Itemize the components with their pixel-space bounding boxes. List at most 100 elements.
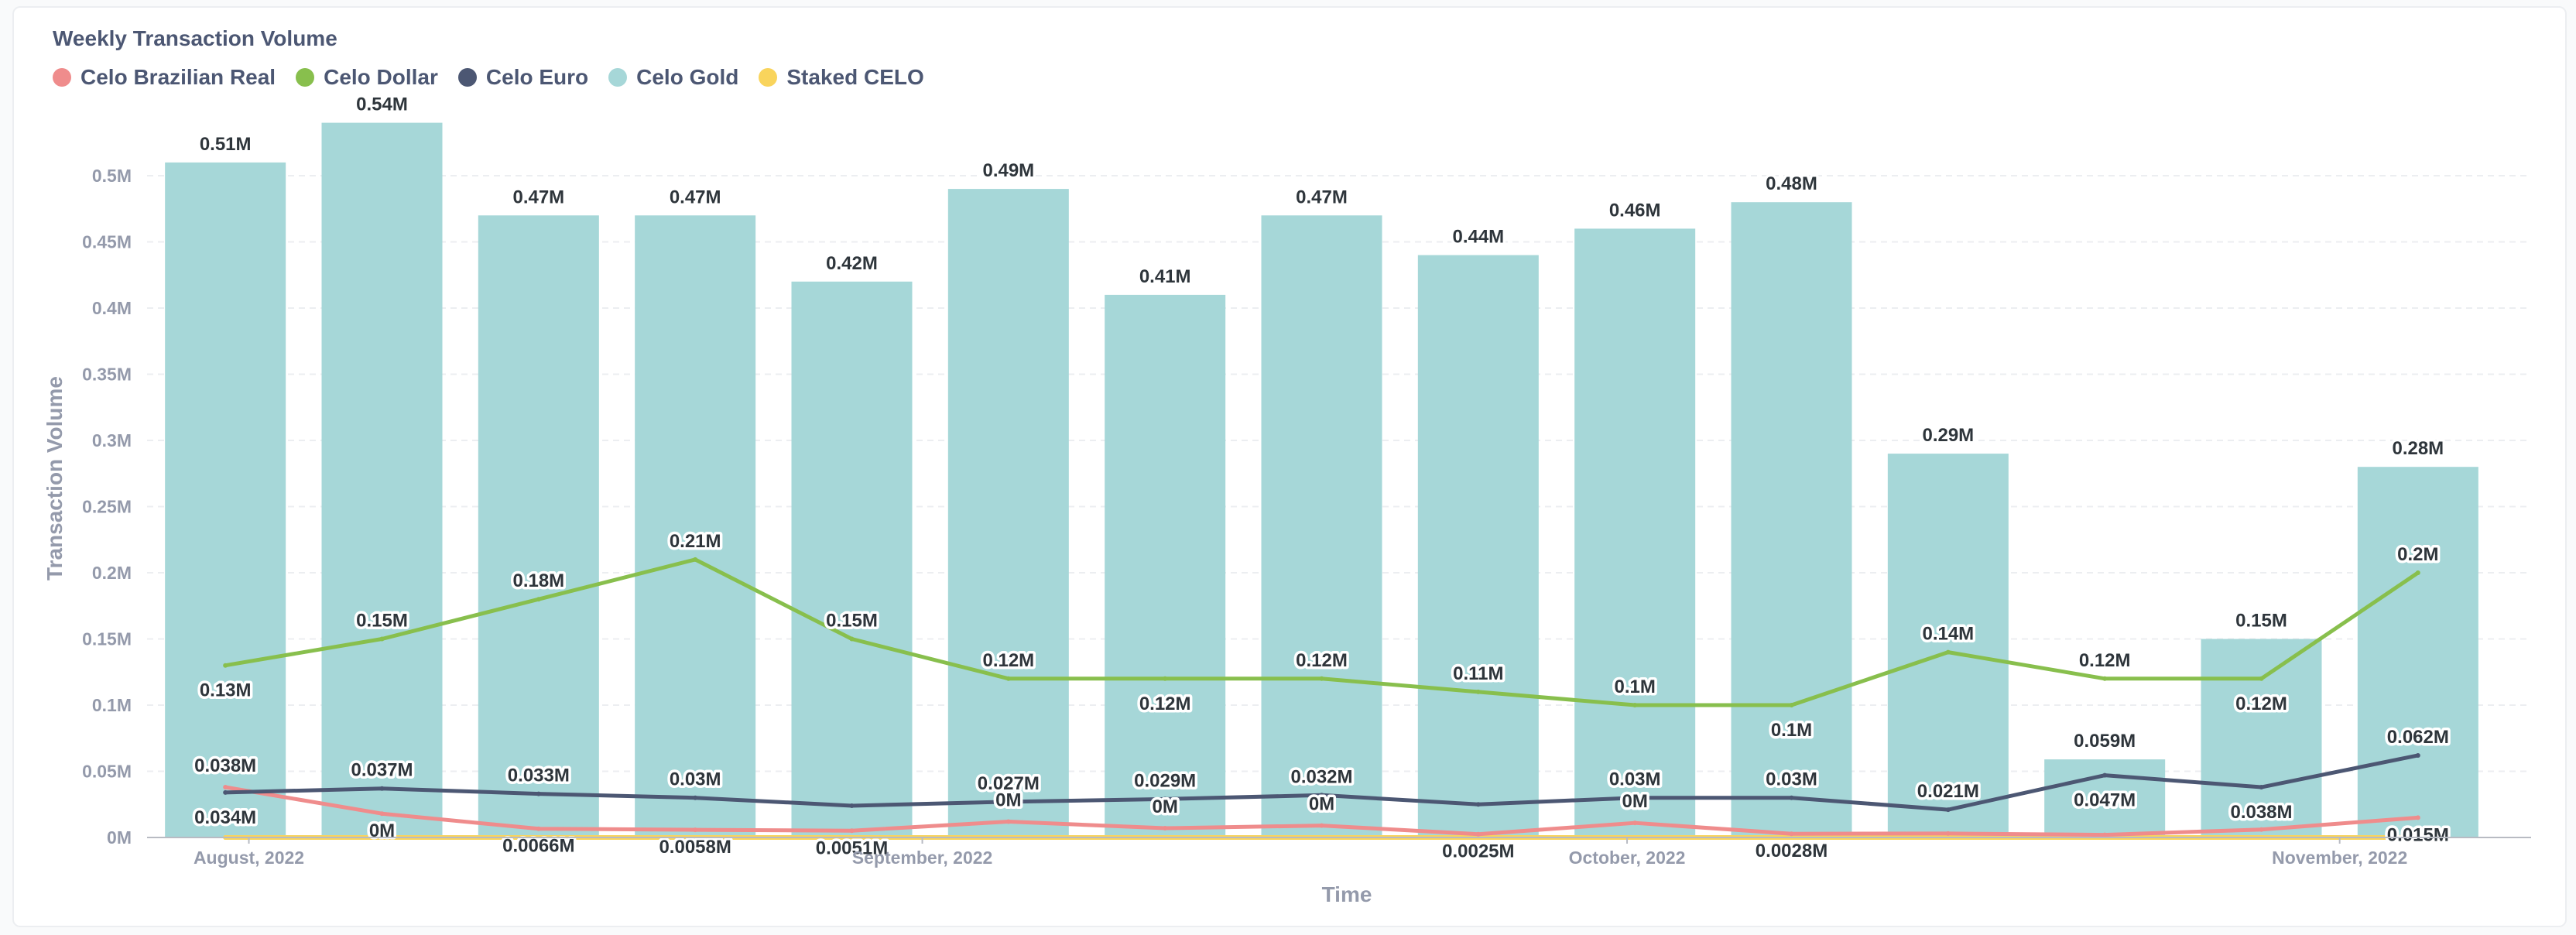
legend-label: Staked CELO xyxy=(786,65,924,89)
bar-layer xyxy=(165,122,2478,838)
point-celo-dollar xyxy=(693,557,698,562)
point-celo-dollar xyxy=(2259,676,2264,681)
bar-data-label: 0.47M xyxy=(670,187,721,207)
point-celo-brazilian-real xyxy=(2259,827,2264,832)
bar-data-label: 0.51M xyxy=(200,134,252,155)
bar-data-label: 0.41M xyxy=(1139,266,1191,287)
bar-data-label: 0.48M xyxy=(1766,173,1817,194)
point-celo-brazilian-real xyxy=(223,785,228,790)
x-tick-label: November, 2022 xyxy=(2272,848,2407,868)
point-label-celo-brazilian-real: 0M xyxy=(995,789,1021,810)
legend-dot-icon xyxy=(608,68,628,87)
point-celo-dollar xyxy=(2102,676,2108,681)
legend: Celo Brazilian Real Celo Dollar Celo Eur… xyxy=(53,65,924,90)
point-label-celo-brazilian-real: 0M xyxy=(1622,791,1647,812)
legend-item-celo-gold[interactable]: Celo Gold xyxy=(608,65,738,90)
bar-celo-gold xyxy=(165,162,286,837)
point-celo-euro xyxy=(1319,793,1324,798)
y-tick-label: 0.15M xyxy=(82,629,132,649)
point-label-celo-dollar: 0.1M xyxy=(1771,720,1812,741)
point-label-celo-dollar: 0.1M xyxy=(1614,676,1655,697)
point-celo-euro xyxy=(693,795,698,800)
bar-celo-gold xyxy=(1731,202,1852,837)
point-label-celo-brazilian-real: 0.0058M xyxy=(659,837,731,858)
y-tick-label: 0.25M xyxy=(82,497,132,517)
point-label-celo-dollar: 0.14M xyxy=(1922,624,1974,645)
point-celo-brazilian-real xyxy=(536,826,541,831)
bar-celo-gold xyxy=(1105,294,1226,837)
point-label-celo-euro: 0.047M xyxy=(2074,790,2136,811)
bar-celo-gold xyxy=(2201,639,2322,837)
legend-item-celo-dollar[interactable]: Celo Dollar xyxy=(296,65,438,90)
point-label-celo-dollar: 0.12M xyxy=(2079,650,2131,671)
point-celo-dollar xyxy=(536,597,541,602)
point-label-celo-euro: 0.032M xyxy=(1290,766,1352,787)
legend-item-staked-celo[interactable]: Staked CELO xyxy=(759,65,924,90)
legend-dot-icon xyxy=(759,68,778,87)
point-celo-euro xyxy=(849,803,855,808)
y-tick-label: 0.5M xyxy=(92,166,132,186)
point-label-celo-dollar: 0.13M xyxy=(200,680,252,701)
point-celo-euro xyxy=(1163,796,1168,802)
point-label-celo-euro: 0.027M xyxy=(978,773,1040,794)
legend-label: Celo Dollar xyxy=(324,65,438,89)
point-celo-brazilian-real xyxy=(1789,831,1794,837)
y-tick-label: 0.3M xyxy=(92,430,132,450)
legend-item-celo-brazilian-real[interactable]: Celo Brazilian Real xyxy=(53,65,276,90)
point-label-celo-euro: 0.029M xyxy=(1134,770,1196,791)
point-label-celo-euro: 0.03M xyxy=(1766,769,1817,790)
y-tick-label: 0.4M xyxy=(92,298,132,318)
point-label-celo-dollar: 0.12M xyxy=(1296,650,1348,671)
point-label-celo-euro: 0.062M xyxy=(2387,727,2449,748)
point-celo-dollar xyxy=(223,663,228,668)
point-celo-dollar xyxy=(1475,689,1481,694)
bar-celo-gold xyxy=(947,189,1069,838)
point-label-celo-dollar: 0.12M xyxy=(2235,694,2287,714)
point-celo-dollar xyxy=(1163,676,1168,681)
point-label-celo-euro: 0.033M xyxy=(508,765,570,786)
point-celo-euro xyxy=(1475,802,1481,807)
bar-celo-gold xyxy=(1887,454,2009,837)
point-celo-dollar xyxy=(849,636,855,642)
point-celo-euro xyxy=(1945,807,1951,813)
point-label-celo-brazilian-real: 0M xyxy=(1309,794,1334,815)
point-celo-brazilian-real xyxy=(1475,831,1481,837)
point-label-celo-dollar: 0.11M xyxy=(1453,663,1503,684)
point-celo-euro xyxy=(379,786,385,791)
point-celo-euro xyxy=(536,791,541,796)
chart-title: Weekly Transaction Volume xyxy=(53,26,337,50)
x-tick-label: August, 2022 xyxy=(194,848,304,868)
y-axis-title: Transaction Volume xyxy=(43,376,67,581)
point-label-celo-euro: 0.03M xyxy=(670,769,721,790)
point-label-celo-dollar: 0.18M xyxy=(512,570,564,591)
y-tick-label: 0.2M xyxy=(92,563,132,583)
point-celo-dollar xyxy=(1632,703,1638,707)
point-label-celo-brazilian-real: 0.015M xyxy=(2387,824,2449,845)
bar-data-label: 0.15M xyxy=(2235,611,2287,632)
y-tick-label: 0.35M xyxy=(82,365,132,385)
bar-data-label: 0.44M xyxy=(1452,227,1504,248)
legend-dot-icon xyxy=(457,68,477,87)
point-celo-dollar xyxy=(2415,570,2420,575)
y-tick-label: 0.05M xyxy=(82,762,132,782)
point-celo-brazilian-real xyxy=(1632,820,1638,826)
bar-celo-gold xyxy=(321,122,443,838)
point-label-celo-brazilian-real: 0M xyxy=(1152,796,1177,817)
bar-celo-gold xyxy=(2357,467,2478,837)
point-celo-dollar xyxy=(1945,649,1951,655)
point-celo-brazilian-real xyxy=(2415,815,2420,820)
point-celo-dollar xyxy=(379,636,385,642)
point-label-celo-euro: 0.03M xyxy=(1609,769,1661,790)
bar-celo-gold xyxy=(791,281,913,837)
point-label-celo-dollar: 0.12M xyxy=(1139,694,1191,714)
bar-celo-gold xyxy=(478,215,599,837)
point-label-celo-dollar: 0.12M xyxy=(982,650,1034,671)
point-celo-euro xyxy=(2415,752,2420,758)
legend-item-celo-euro[interactable]: Celo Euro xyxy=(457,65,588,90)
point-celo-brazilian-real xyxy=(2102,832,2108,837)
point-label-celo-euro: 0.037M xyxy=(351,760,413,781)
point-celo-euro xyxy=(2259,785,2264,790)
bar-data-label: 0.42M xyxy=(826,253,878,274)
point-label-celo-euro: 0.034M xyxy=(194,807,256,828)
point-celo-brazilian-real xyxy=(379,811,385,817)
